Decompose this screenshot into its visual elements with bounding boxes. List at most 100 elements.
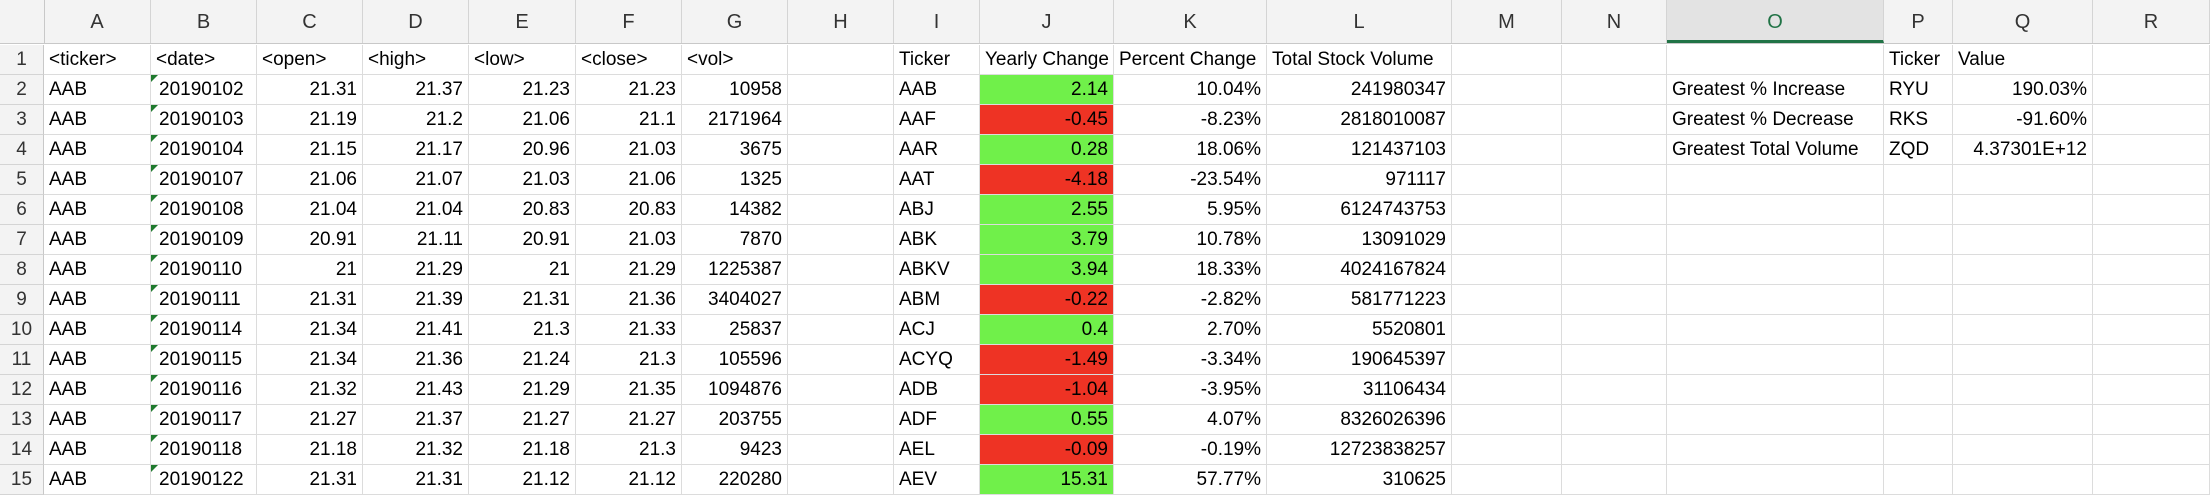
total-volume-cell[interactable]: 310625 — [1267, 465, 1452, 495]
cell-m11[interactable] — [1452, 345, 1562, 375]
total-volume-cell[interactable]: 8326026396 — [1267, 405, 1452, 435]
row-header-15[interactable]: 15 — [0, 465, 44, 495]
percent-change-cell[interactable]: -3.34% — [1114, 345, 1267, 375]
data-cell-g[interactable]: 3675 — [682, 135, 788, 165]
data-cell-b[interactable]: 20190102 — [151, 75, 257, 105]
data-cell-c[interactable]: 21.27 — [257, 405, 363, 435]
data-cell-f[interactable]: 21.33 — [576, 315, 682, 345]
cell-h10[interactable] — [788, 315, 894, 345]
data-cell-a[interactable]: AAB — [44, 75, 151, 105]
data-cell-a[interactable]: AAB — [44, 105, 151, 135]
greatest-label-cell[interactable]: Greatest % Increase — [1667, 75, 1884, 105]
column-header-m[interactable]: M — [1452, 0, 1562, 43]
yearly-change-cell[interactable]: 2.55 — [980, 195, 1114, 225]
total-volume-cell[interactable]: 12723838257 — [1267, 435, 1452, 465]
cell-n1[interactable] — [1562, 45, 1667, 75]
data-cell-e[interactable]: 21 — [469, 255, 576, 285]
cell-m13[interactable] — [1452, 405, 1562, 435]
data-cell-e[interactable]: 21.03 — [469, 165, 576, 195]
cell-n6[interactable] — [1562, 195, 1667, 225]
cell-n7[interactable] — [1562, 225, 1667, 255]
cell-r7[interactable] — [2093, 225, 2210, 255]
total-volume-cell[interactable]: 31106434 — [1267, 375, 1452, 405]
data-cell-f[interactable]: 21.23 — [576, 75, 682, 105]
greatest-value-cell[interactable]: 190.03% — [1953, 75, 2093, 105]
header-cell-c[interactable]: <open> — [257, 45, 363, 75]
column-header-f[interactable]: F — [576, 0, 682, 43]
data-cell-e[interactable]: 21.3 — [469, 315, 576, 345]
summary-ticker-cell[interactable]: AAT — [894, 165, 980, 195]
data-cell-b[interactable]: 20190109 — [151, 225, 257, 255]
column-header-c[interactable]: C — [257, 0, 363, 43]
cell-m14[interactable] — [1452, 435, 1562, 465]
header-cell-g[interactable]: <vol> — [682, 45, 788, 75]
cell-o13[interactable] — [1667, 405, 1884, 435]
cell-m12[interactable] — [1452, 375, 1562, 405]
data-cell-e[interactable]: 21.23 — [469, 75, 576, 105]
cell-r10[interactable] — [2093, 315, 2210, 345]
row-header-12[interactable]: 12 — [0, 375, 44, 405]
yearly-change-cell[interactable]: -0.22 — [980, 285, 1114, 315]
data-cell-e[interactable]: 21.18 — [469, 435, 576, 465]
cell-n3[interactable] — [1562, 105, 1667, 135]
cell-n8[interactable] — [1562, 255, 1667, 285]
data-cell-a[interactable]: AAB — [44, 255, 151, 285]
column-header-g[interactable]: G — [682, 0, 788, 43]
cell-m2[interactable] — [1452, 75, 1562, 105]
data-cell-e[interactable]: 20.96 — [469, 135, 576, 165]
data-cell-f[interactable]: 21.12 — [576, 465, 682, 495]
data-cell-f[interactable]: 21.3 — [576, 345, 682, 375]
data-cell-e[interactable]: 21.27 — [469, 405, 576, 435]
percent-change-cell[interactable]: 4.07% — [1114, 405, 1267, 435]
data-cell-b[interactable]: 20190108 — [151, 195, 257, 225]
data-cell-d[interactable]: 21.31 — [363, 465, 469, 495]
cell-p12[interactable] — [1884, 375, 1953, 405]
data-cell-c[interactable]: 21.18 — [257, 435, 363, 465]
data-cell-b[interactable]: 20190122 — [151, 465, 257, 495]
cell-q8[interactable] — [1953, 255, 2093, 285]
cell-o6[interactable] — [1667, 195, 1884, 225]
percent-change-cell[interactable]: -2.82% — [1114, 285, 1267, 315]
cell-r5[interactable] — [2093, 165, 2210, 195]
column-header-r[interactable]: R — [2093, 0, 2210, 43]
data-cell-b[interactable]: 20190117 — [151, 405, 257, 435]
data-cell-d[interactable]: 21.37 — [363, 75, 469, 105]
data-cell-c[interactable]: 21.04 — [257, 195, 363, 225]
percent-change-cell[interactable]: 5.95% — [1114, 195, 1267, 225]
data-cell-g[interactable]: 105596 — [682, 345, 788, 375]
cell-q13[interactable] — [1953, 405, 2093, 435]
cell-r8[interactable] — [2093, 255, 2210, 285]
row-header-11[interactable]: 11 — [0, 345, 44, 375]
column-header-p[interactable]: P — [1884, 0, 1953, 43]
data-cell-g[interactable]: 9423 — [682, 435, 788, 465]
yearly-change-cell[interactable]: 2.14 — [980, 75, 1114, 105]
yearly-change-cell[interactable]: -4.18 — [980, 165, 1114, 195]
total-volume-cell[interactable]: 5520801 — [1267, 315, 1452, 345]
column-header-d[interactable]: D — [363, 0, 469, 43]
data-cell-g[interactable]: 220280 — [682, 465, 788, 495]
cell-n12[interactable] — [1562, 375, 1667, 405]
data-cell-a[interactable]: AAB — [44, 195, 151, 225]
cell-r1[interactable] — [2093, 45, 2210, 75]
row-header-14[interactable]: 14 — [0, 435, 44, 465]
cell-q9[interactable] — [1953, 285, 2093, 315]
data-cell-g[interactable]: 7870 — [682, 225, 788, 255]
cell-o7[interactable] — [1667, 225, 1884, 255]
data-cell-g[interactable]: 14382 — [682, 195, 788, 225]
cell-m10[interactable] — [1452, 315, 1562, 345]
data-cell-f[interactable]: 21.36 — [576, 285, 682, 315]
data-cell-d[interactable]: 21.04 — [363, 195, 469, 225]
cell-r3[interactable] — [2093, 105, 2210, 135]
data-cell-d[interactable]: 21.17 — [363, 135, 469, 165]
cell-o12[interactable] — [1667, 375, 1884, 405]
data-cell-a[interactable]: AAB — [44, 165, 151, 195]
header-cell-q[interactable]: Value — [1953, 45, 2093, 75]
data-cell-a[interactable]: AAB — [44, 465, 151, 495]
data-cell-c[interactable]: 20.91 — [257, 225, 363, 255]
percent-change-cell[interactable]: 18.33% — [1114, 255, 1267, 285]
data-cell-e[interactable]: 20.91 — [469, 225, 576, 255]
cell-r12[interactable] — [2093, 375, 2210, 405]
cell-q6[interactable] — [1953, 195, 2093, 225]
cell-h2[interactable] — [788, 75, 894, 105]
header-cell-p[interactable]: Ticker — [1884, 45, 1953, 75]
